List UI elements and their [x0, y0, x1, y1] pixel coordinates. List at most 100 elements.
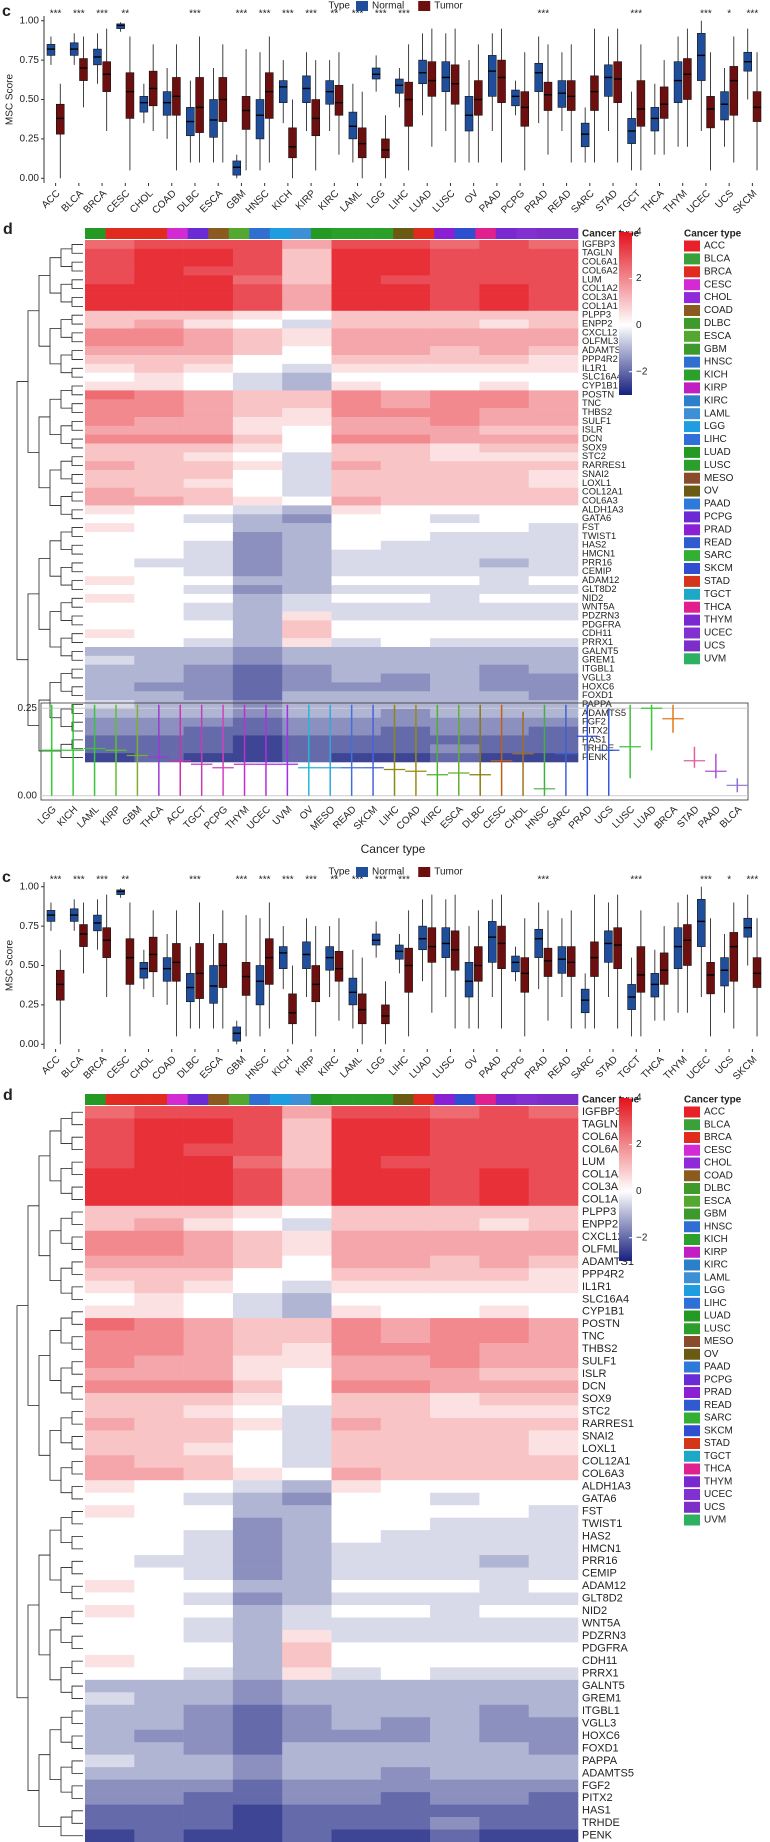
heatmap-cell	[183, 700, 234, 710]
heatmap-cell	[134, 646, 184, 657]
heatmap-cell	[479, 1168, 529, 1182]
heatmap-cell	[331, 1617, 382, 1631]
heatmap-cell	[183, 1318, 234, 1331]
heatmap-cell	[331, 726, 382, 736]
heatmap-cell	[183, 1305, 234, 1319]
heatmap-cell	[232, 1592, 283, 1606]
row-label: PRR16	[582, 557, 612, 567]
legend-swatch	[684, 266, 700, 278]
heatmap-cell	[331, 505, 382, 515]
heatmap-cell	[430, 735, 480, 745]
heatmap-cell	[183, 1367, 234, 1381]
legend-label: UCS	[704, 1502, 725, 1513]
annotation-cell	[105, 228, 127, 239]
heatmap-cell	[380, 346, 431, 356]
row-label: COL6A2	[582, 1144, 624, 1156]
dendrogram	[71, 1710, 83, 1724]
x-tick-label: KIRP	[294, 188, 319, 213]
heatmap-cell	[430, 585, 480, 595]
heatmap-cell	[282, 1367, 332, 1381]
legend-label: Normal	[372, 1, 404, 12]
heatmap-cell	[528, 708, 579, 719]
heatmap-cell	[282, 593, 332, 604]
heatmap-cell	[528, 1168, 579, 1182]
heatmap-cell	[479, 655, 529, 665]
heatmap-cell	[380, 275, 431, 285]
heatmap-cell	[430, 470, 480, 480]
heatmap-cell	[134, 1829, 184, 1842]
dendrogram	[49, 1230, 61, 1282]
heatmap-cell	[134, 1667, 184, 1681]
heatmap-cell	[85, 1193, 135, 1207]
dendrogram	[60, 602, 72, 621]
box	[650, 107, 660, 132]
heatmap-cell	[380, 1268, 431, 1281]
heatmap-cell	[183, 1742, 234, 1755]
heatmap-cell	[430, 611, 480, 621]
heatmap-cell	[85, 408, 135, 418]
heatmap-cell	[282, 1343, 332, 1356]
heatmap-cell	[479, 470, 529, 480]
heatmap-cell	[183, 1729, 234, 1743]
legend-swatch	[684, 640, 700, 652]
heatmap-cell	[183, 620, 234, 630]
heatmap-cell	[282, 1392, 332, 1406]
color-tick-label: 2	[636, 273, 642, 284]
annotation-cell	[146, 228, 168, 239]
x-tick-label: BLCA	[60, 1054, 86, 1080]
heatmap-cell	[232, 1617, 283, 1631]
heatmap-cell	[282, 372, 332, 382]
heatmap-cell	[479, 682, 529, 692]
x-tick-label: BRCA	[82, 1054, 110, 1082]
x-tick-label: PAAD	[477, 1054, 504, 1081]
heatmap-cell	[430, 646, 480, 657]
legend-label: COAD	[704, 1170, 733, 1181]
row-label: VGLL3	[582, 1717, 616, 1729]
heatmap-cell	[380, 1492, 431, 1506]
heatmap-cell	[479, 1193, 529, 1207]
legend-swatch	[684, 563, 700, 574]
heatmap-cell	[134, 1417, 184, 1431]
x-tick-label: SKCM	[352, 804, 380, 832]
heatmap-cell	[232, 372, 283, 382]
heatmap-cell	[134, 425, 184, 435]
heatmap-cell	[183, 1268, 234, 1281]
heatmap-cell	[331, 1667, 382, 1681]
heatmap-cell	[232, 284, 283, 294]
heatmap-cell	[479, 1355, 529, 1369]
heatmap-cell	[430, 1667, 480, 1681]
legend-label: ACC	[704, 1107, 725, 1118]
heatmap-cell	[528, 1704, 579, 1718]
heatmap-cell	[331, 248, 382, 258]
heatmap-cell	[134, 638, 184, 648]
heatmap-cell	[85, 293, 135, 303]
color-tick-label: −2	[636, 1232, 648, 1243]
heatmap-cell	[85, 425, 135, 435]
heatmap-cell	[331, 372, 382, 382]
heatmap-cell	[183, 257, 234, 267]
row-label: LOXL1	[582, 478, 611, 488]
heatmap-cell	[232, 478, 283, 489]
heatmap-cell	[232, 363, 283, 374]
heatmap-cell	[528, 337, 579, 347]
row-label: FOXD1	[582, 1742, 619, 1754]
heatmap-cell	[232, 1280, 283, 1294]
heatmap-cell	[85, 549, 135, 559]
heatmap-cell	[232, 1155, 283, 1169]
heatmap-cell	[134, 319, 184, 329]
heatmap-cell	[183, 390, 234, 400]
dendrogram	[71, 491, 83, 502]
heatmap-cell	[430, 1343, 480, 1356]
heatmap-cell	[331, 549, 382, 559]
heatmap-cell	[85, 1517, 135, 1531]
annotation-cell	[249, 228, 271, 239]
heatmap-cell	[430, 284, 480, 294]
heatmap-cell	[232, 301, 283, 312]
legend-title: Type	[328, 867, 350, 878]
legend-label: KIRC	[704, 1260, 728, 1271]
heatmap-cell	[85, 416, 135, 427]
significance-label: ***	[50, 9, 62, 20]
legend-title: Cancer type	[684, 229, 742, 240]
heatmap-cell	[134, 355, 184, 365]
heatmap-cell	[331, 567, 382, 577]
